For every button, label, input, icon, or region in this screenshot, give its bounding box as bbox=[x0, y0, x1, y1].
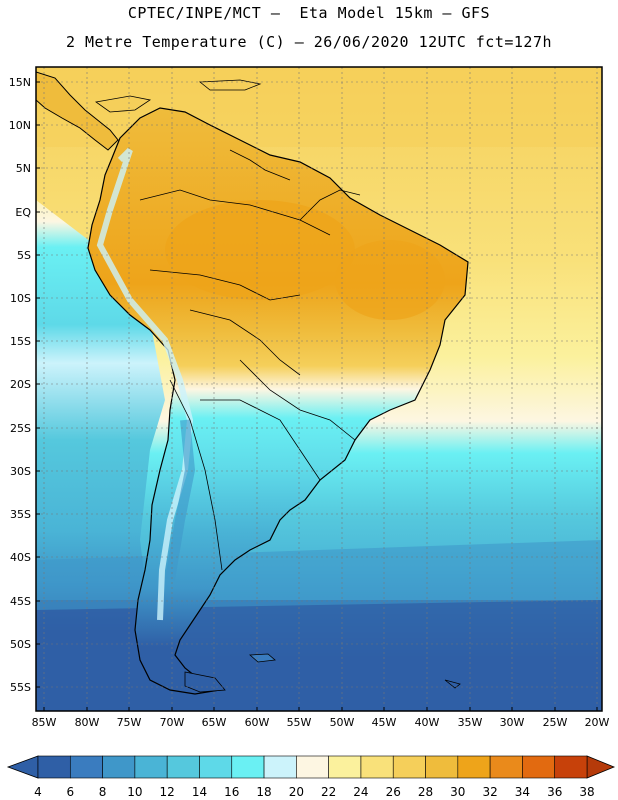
colorbar-swatch bbox=[489, 755, 523, 779]
colorbar-label: 4 bbox=[34, 785, 42, 799]
colorbar-label: 12 bbox=[160, 785, 175, 799]
lon-label: 55W bbox=[287, 716, 312, 729]
colorbar-swatch bbox=[37, 755, 71, 779]
lon-label: 45W bbox=[372, 716, 397, 729]
colorbar-label: 38 bbox=[579, 785, 594, 799]
lon-label: 80W bbox=[75, 716, 100, 729]
colorbar-label: 22 bbox=[321, 785, 336, 799]
colorbar-swatch bbox=[69, 755, 103, 779]
latitude-labels: 15N 10N 5N EQ 5S 10S 15S 20S 25S 30S 35S 40S 45S 50S 5… bbox=[9, 76, 40, 694]
map-title-line2: 2 Metre Temperature (C) – 26/06/2020 12U… bbox=[65, 33, 553, 51]
colorbar-swatch bbox=[425, 755, 459, 779]
colorbar-label: 6 bbox=[66, 785, 74, 799]
colorbar-swatch bbox=[166, 755, 200, 779]
map-frame bbox=[35, 66, 603, 712]
lon-label: 70W bbox=[160, 716, 185, 729]
colorbar-label: 36 bbox=[547, 785, 562, 799]
map-title-line1: CPTEC/INPE/MCT – Eta Model 15km – GFS bbox=[127, 4, 491, 22]
colorbar-swatch bbox=[457, 755, 491, 779]
colorbar-over-arrow bbox=[586, 755, 616, 779]
colorbar-label: 10 bbox=[127, 785, 142, 799]
colorbar-label: 34 bbox=[515, 785, 530, 799]
colorbar-label: 16 bbox=[224, 785, 239, 799]
lon-label: 85W bbox=[32, 716, 57, 729]
colorbar-swatch bbox=[554, 755, 588, 779]
central-america bbox=[36, 71, 119, 151]
colorbar-label: 24 bbox=[353, 785, 368, 799]
lat-label: 45S bbox=[10, 595, 31, 608]
lon-label: 65W bbox=[202, 716, 227, 729]
colorbar-swatch bbox=[199, 755, 233, 779]
colorbar-label: 14 bbox=[192, 785, 207, 799]
colorbar-under-arrow bbox=[6, 755, 39, 779]
colorbar-swatch bbox=[102, 755, 136, 779]
lat-label: 35S bbox=[10, 508, 31, 521]
lat-label: 5N bbox=[16, 162, 31, 175]
colorbar-swatch bbox=[360, 755, 394, 779]
lon-label: 50W bbox=[330, 716, 355, 729]
lon-label: 60W bbox=[245, 716, 270, 729]
country-borders bbox=[139, 149, 361, 571]
lat-label: 10S bbox=[10, 292, 31, 305]
lat-label: 25S bbox=[10, 422, 31, 435]
pacific-ocean-field bbox=[36, 67, 165, 711]
colorbar-swatch bbox=[231, 755, 265, 779]
lat-label: 10N bbox=[9, 119, 31, 132]
colorbar-swatch bbox=[522, 755, 556, 779]
lat-label: 30S bbox=[10, 465, 31, 478]
colorbar-label: 20 bbox=[289, 785, 304, 799]
lat-label: EQ bbox=[15, 206, 31, 219]
andes-cold-ridge bbox=[96, 147, 194, 621]
colorbar-swatch bbox=[263, 755, 297, 779]
lat-label: 15S bbox=[10, 335, 31, 348]
colorbar-label: 28 bbox=[418, 785, 433, 799]
lat-label: 5S bbox=[17, 249, 31, 262]
lat-label: 20S bbox=[10, 378, 31, 391]
lon-label: 35W bbox=[458, 716, 483, 729]
lat-label: 55S bbox=[10, 681, 31, 694]
lon-label: 20W bbox=[585, 716, 610, 729]
lon-label: 25W bbox=[543, 716, 568, 729]
map-field bbox=[36, 67, 602, 711]
longitude-labels: 85W 80W 75W 70W 65W 60W 55W 50W 45W 40W 35W 30W 25W 2… bbox=[32, 707, 610, 729]
lon-label: 40W bbox=[415, 716, 440, 729]
colorbar-swatch bbox=[134, 755, 168, 779]
colorbar-label: 32 bbox=[482, 785, 497, 799]
lon-label: 75W bbox=[117, 716, 142, 729]
colorbar-swatch bbox=[392, 755, 426, 779]
colorbar-label: 18 bbox=[256, 785, 271, 799]
colorbar-label: 26 bbox=[386, 785, 401, 799]
lon-label: 30W bbox=[500, 716, 525, 729]
lat-label: 40S bbox=[10, 551, 31, 564]
colorbar-label: 30 bbox=[450, 785, 465, 799]
colorbar-label: 8 bbox=[99, 785, 107, 799]
lat-label: 50S bbox=[10, 638, 31, 651]
amazon-hot-core bbox=[165, 200, 355, 300]
lat-label: 15N bbox=[9, 76, 31, 89]
temperature-colorbar: 4 6 8 10 12 14 16 18 20 22 24 26 28 30 32 34 36 38 bbox=[6, 755, 616, 799]
colorbar-swatch bbox=[328, 755, 362, 779]
southern-ocean-field bbox=[36, 600, 602, 711]
colorbar-swatch bbox=[296, 755, 329, 779]
graticule bbox=[36, 67, 602, 711]
